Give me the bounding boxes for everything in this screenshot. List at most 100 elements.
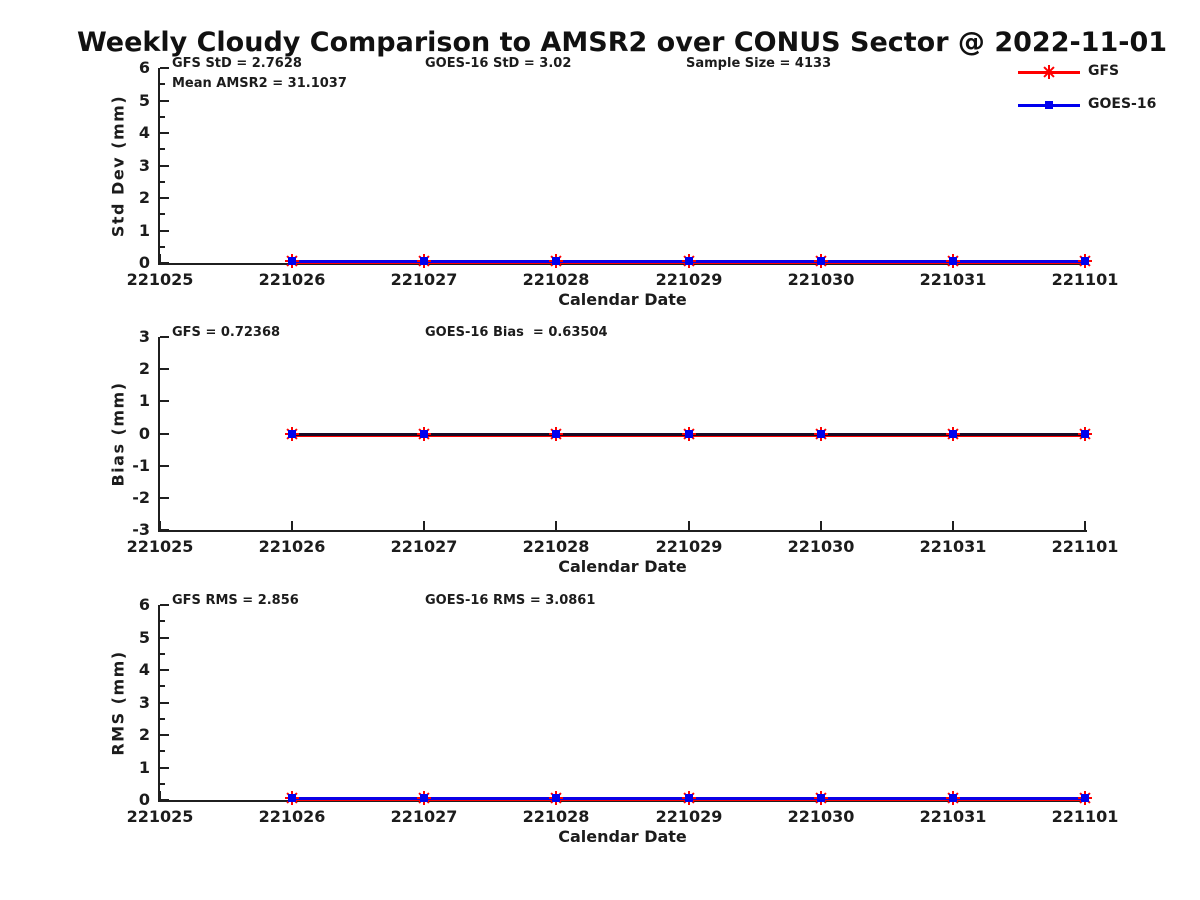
x-tick-label: 221031 — [919, 537, 987, 556]
annotation: Mean AMSR2 = 31.1037 — [172, 76, 347, 91]
annotation: GFS = 0.72368 — [172, 325, 281, 340]
x-tick-label: 221029 — [655, 270, 723, 289]
chart-title: Weekly Cloudy Comparison to AMSR2 over C… — [76, 27, 1168, 58]
y-axis-label: Std Dev (mm) — [108, 94, 128, 237]
annotation: GOES-16 StD = 3.02 — [425, 56, 572, 71]
x-tick — [688, 521, 690, 530]
y-minor-tick — [160, 246, 165, 248]
y-tick-label: 2 — [138, 725, 150, 744]
x-tick-label: 221026 — [258, 807, 326, 826]
axis-spine-left — [158, 68, 160, 265]
y-minor-tick — [160, 685, 165, 687]
y-tick-label: 4 — [138, 660, 150, 679]
y-minor-tick — [160, 181, 165, 183]
x-axis-label: Calendar Date — [558, 827, 687, 846]
x-tick — [820, 521, 822, 530]
y-axis-label: Bias (mm) — [108, 380, 128, 487]
data-point-marker — [945, 790, 961, 806]
y-minor-tick — [160, 116, 165, 118]
data-point-marker — [681, 790, 697, 806]
y-tick-label: 0 — [138, 424, 150, 443]
data-point-marker — [1077, 790, 1093, 806]
data-point-marker — [1077, 253, 1093, 269]
x-tick-label: 221031 — [919, 270, 987, 289]
x-tick-label: 221029 — [655, 537, 723, 556]
y-tick — [160, 197, 169, 199]
data-point-marker — [813, 790, 829, 806]
x-tick-label: 221025 — [126, 807, 194, 826]
x-tick-label: 221031 — [919, 807, 987, 826]
x-tick-label: 221029 — [655, 807, 723, 826]
y-minor-tick — [160, 83, 165, 85]
square-marker-icon — [1041, 97, 1057, 113]
y-tick — [160, 734, 169, 736]
y-tick-label: 2 — [138, 359, 150, 378]
y-tick — [160, 702, 169, 704]
y-tick-label: 1 — [138, 391, 150, 410]
y-tick — [160, 529, 169, 531]
data-point-marker — [548, 426, 564, 442]
y-tick-label: -1 — [132, 456, 150, 475]
x-tick-label: 221030 — [787, 537, 855, 556]
x-tick-label: 221028 — [522, 807, 590, 826]
x-tick — [159, 791, 161, 800]
legend-label-goes16: GOES-16 — [1088, 96, 1157, 112]
data-point-marker — [813, 426, 829, 442]
y-tick-label: 3 — [138, 156, 150, 175]
data-point-marker — [945, 253, 961, 269]
y-tick — [160, 465, 169, 467]
x-tick — [555, 521, 557, 530]
annotation: GOES-16 Bias = 0.63504 — [425, 325, 608, 340]
legend-label-gfs: GFS — [1088, 63, 1120, 79]
data-point-marker — [284, 426, 300, 442]
x-tick — [1084, 521, 1086, 530]
y-tick — [160, 604, 169, 606]
y-tick-label: 3 — [138, 327, 150, 346]
y-tick — [160, 400, 169, 402]
y-tick-label: 6 — [138, 595, 150, 614]
y-tick-label: -2 — [132, 488, 150, 507]
data-point-marker — [284, 253, 300, 269]
y-tick-label: 6 — [138, 58, 150, 77]
y-minor-tick — [160, 148, 165, 150]
x-tick — [159, 521, 161, 530]
annotation: GOES-16 RMS = 3.0861 — [425, 593, 596, 608]
y-tick — [160, 230, 169, 232]
data-point-marker — [681, 253, 697, 269]
y-minor-tick — [160, 783, 165, 785]
x-tick-label: 221025 — [126, 537, 194, 556]
x-tick-label: 221027 — [390, 270, 458, 289]
y-tick — [160, 637, 169, 639]
x-tick-label: 221026 — [258, 537, 326, 556]
x-tick — [291, 521, 293, 530]
y-tick — [160, 132, 169, 134]
data-point-marker — [548, 790, 564, 806]
x-tick-label: 221101 — [1051, 807, 1119, 826]
x-tick-label: 221101 — [1051, 537, 1119, 556]
x-tick-label: 221030 — [787, 270, 855, 289]
x-tick-label: 221025 — [126, 270, 194, 289]
axis-spine-bottom — [158, 800, 1087, 802]
y-minor-tick — [160, 750, 165, 752]
y-tick — [160, 669, 169, 671]
y-tick-label: 1 — [138, 221, 150, 240]
axis-spine-bottom — [158, 263, 1087, 265]
y-tick-label: 5 — [138, 91, 150, 110]
annotation: GFS StD = 2.7628 — [172, 56, 302, 71]
x-tick-label: 221026 — [258, 270, 326, 289]
x-tick — [952, 521, 954, 530]
y-tick-label: 5 — [138, 628, 150, 647]
x-tick — [159, 254, 161, 263]
y-minor-tick — [160, 718, 165, 720]
data-point-marker — [1077, 426, 1093, 442]
y-minor-tick — [160, 620, 165, 622]
x-tick-label: 221028 — [522, 537, 590, 556]
data-point-marker — [945, 426, 961, 442]
x-tick-label: 221027 — [390, 537, 458, 556]
y-minor-tick — [160, 653, 165, 655]
x-tick-label: 221101 — [1051, 270, 1119, 289]
data-point-marker — [681, 426, 697, 442]
x-tick-label: 221027 — [390, 807, 458, 826]
y-tick — [160, 100, 169, 102]
